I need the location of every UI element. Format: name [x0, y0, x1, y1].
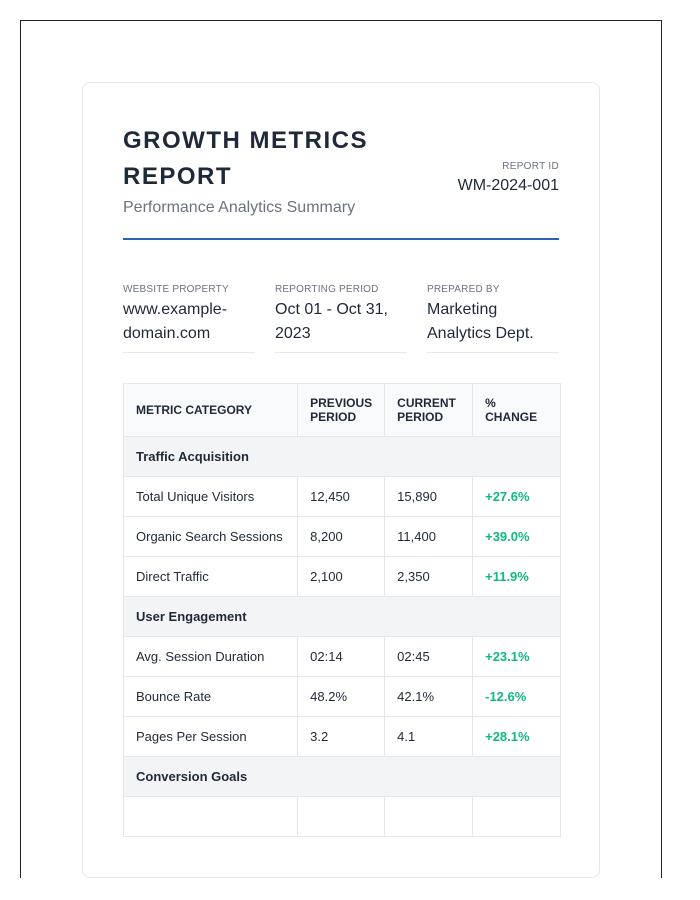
category-label: User Engagement [123, 596, 561, 637]
meta-value: Oct 01 - Oct 31, 2023 [275, 301, 388, 342]
category-row: Conversion Goals [123, 756, 561, 797]
page-subtitle: Performance Analytics Summary [123, 199, 356, 216]
report-id-label: REPORT ID [502, 161, 559, 172]
current-value: 4.1 [384, 716, 474, 757]
previous-value: 12,450 [297, 476, 386, 517]
percent-change: -12.6% [472, 676, 561, 717]
table-row: Avg. Session Duration 02:14 02:45 +23.1% [122, 636, 561, 677]
page-title: GROWTH METRICS REPORT [123, 127, 368, 190]
meta-value: Marketing Analytics Dept. [427, 301, 534, 342]
category-label: Traffic Acquisition [123, 436, 561, 477]
meta-prepared-by: PREPARED BY Marketing Analytics Dept. [427, 284, 559, 353]
metrics-table: METRIC CATEGORY PREVIOUS PERIOD CURRENT … [122, 383, 561, 837]
column-header: PREVIOUS PERIOD [297, 383, 386, 437]
table-row: Total Unique Visitors 12,450 15,890 +27.6% [122, 476, 561, 517]
table-row [122, 796, 561, 837]
meta-label: REPORTING PERIOD [275, 284, 379, 295]
column-header: METRIC CATEGORY [122, 383, 299, 437]
percent-change: +23.1% [472, 636, 561, 677]
meta-label: PREPARED BY [427, 284, 500, 295]
meta-label: WEBSITE PROPERTY [123, 284, 229, 295]
header-divider [123, 238, 559, 240]
table-header-row: METRIC CATEGORY PREVIOUS PERIOD CURRENT … [122, 383, 561, 437]
current-value: 15,890 [384, 476, 474, 517]
category-label: Conversion Goals [123, 756, 561, 797]
current-value [384, 796, 474, 837]
category-row: Traffic Acquisition [123, 436, 561, 477]
current-value: 02:45 [384, 636, 474, 677]
current-value: 42.1% [384, 676, 474, 717]
previous-value [297, 796, 386, 837]
category-row: User Engagement [123, 596, 561, 637]
metric-name: Organic Search Sessions [122, 516, 299, 557]
table-row: Bounce Rate 48.2% 42.1% -12.6% [122, 676, 561, 717]
table-row: Direct Traffic 2,100 2,350 +11.9% [122, 556, 561, 597]
meta-website-property: WEBSITE PROPERTY www.example-domain.com [123, 284, 255, 353]
previous-value: 8,200 [297, 516, 386, 557]
percent-change: +39.0% [472, 516, 561, 557]
percent-change [472, 796, 561, 837]
meta-reporting-period: REPORTING PERIOD Oct 01 - Oct 31, 2023 [275, 284, 407, 353]
percent-change: +11.9% [472, 556, 561, 597]
metric-name: Bounce Rate [122, 676, 299, 717]
percent-change: +28.1% [472, 716, 561, 757]
percent-change: +27.6% [472, 476, 561, 517]
meta-grid: WEBSITE PROPERTY www.example-domain.com … [123, 284, 559, 353]
table-row: Organic Search Sessions 8,200 11,400 +39.0% [122, 516, 561, 557]
column-header: % CHANGE [472, 383, 561, 437]
metric-name: Pages Per Session [122, 716, 299, 757]
previous-value: 2,100 [297, 556, 386, 597]
table-row: Pages Per Session 3.2 4.1 +28.1% [122, 716, 561, 757]
previous-value: 48.2% [297, 676, 386, 717]
column-header: CURRENT PERIOD [384, 383, 474, 437]
metric-name: Direct Traffic [122, 556, 299, 597]
current-value: 2,350 [384, 556, 474, 597]
previous-value: 3.2 [297, 716, 386, 757]
meta-value: www.example-domain.com [123, 301, 228, 342]
page-frame: GROWTH METRICS REPORT Performance Analyt… [20, 20, 662, 878]
report-card: GROWTH METRICS REPORT Performance Analyt… [82, 82, 600, 878]
report-header: GROWTH METRICS REPORT Performance Analyt… [123, 123, 559, 217]
metric-name: Avg. Session Duration [122, 636, 299, 677]
report-id: REPORT ID WM-2024-001 [449, 123, 559, 198]
metric-name [122, 796, 299, 837]
metric-name: Total Unique Visitors [122, 476, 299, 517]
report-id-value: WM-2024-001 [457, 177, 559, 194]
current-value: 11,400 [384, 516, 474, 557]
previous-value: 02:14 [297, 636, 386, 677]
